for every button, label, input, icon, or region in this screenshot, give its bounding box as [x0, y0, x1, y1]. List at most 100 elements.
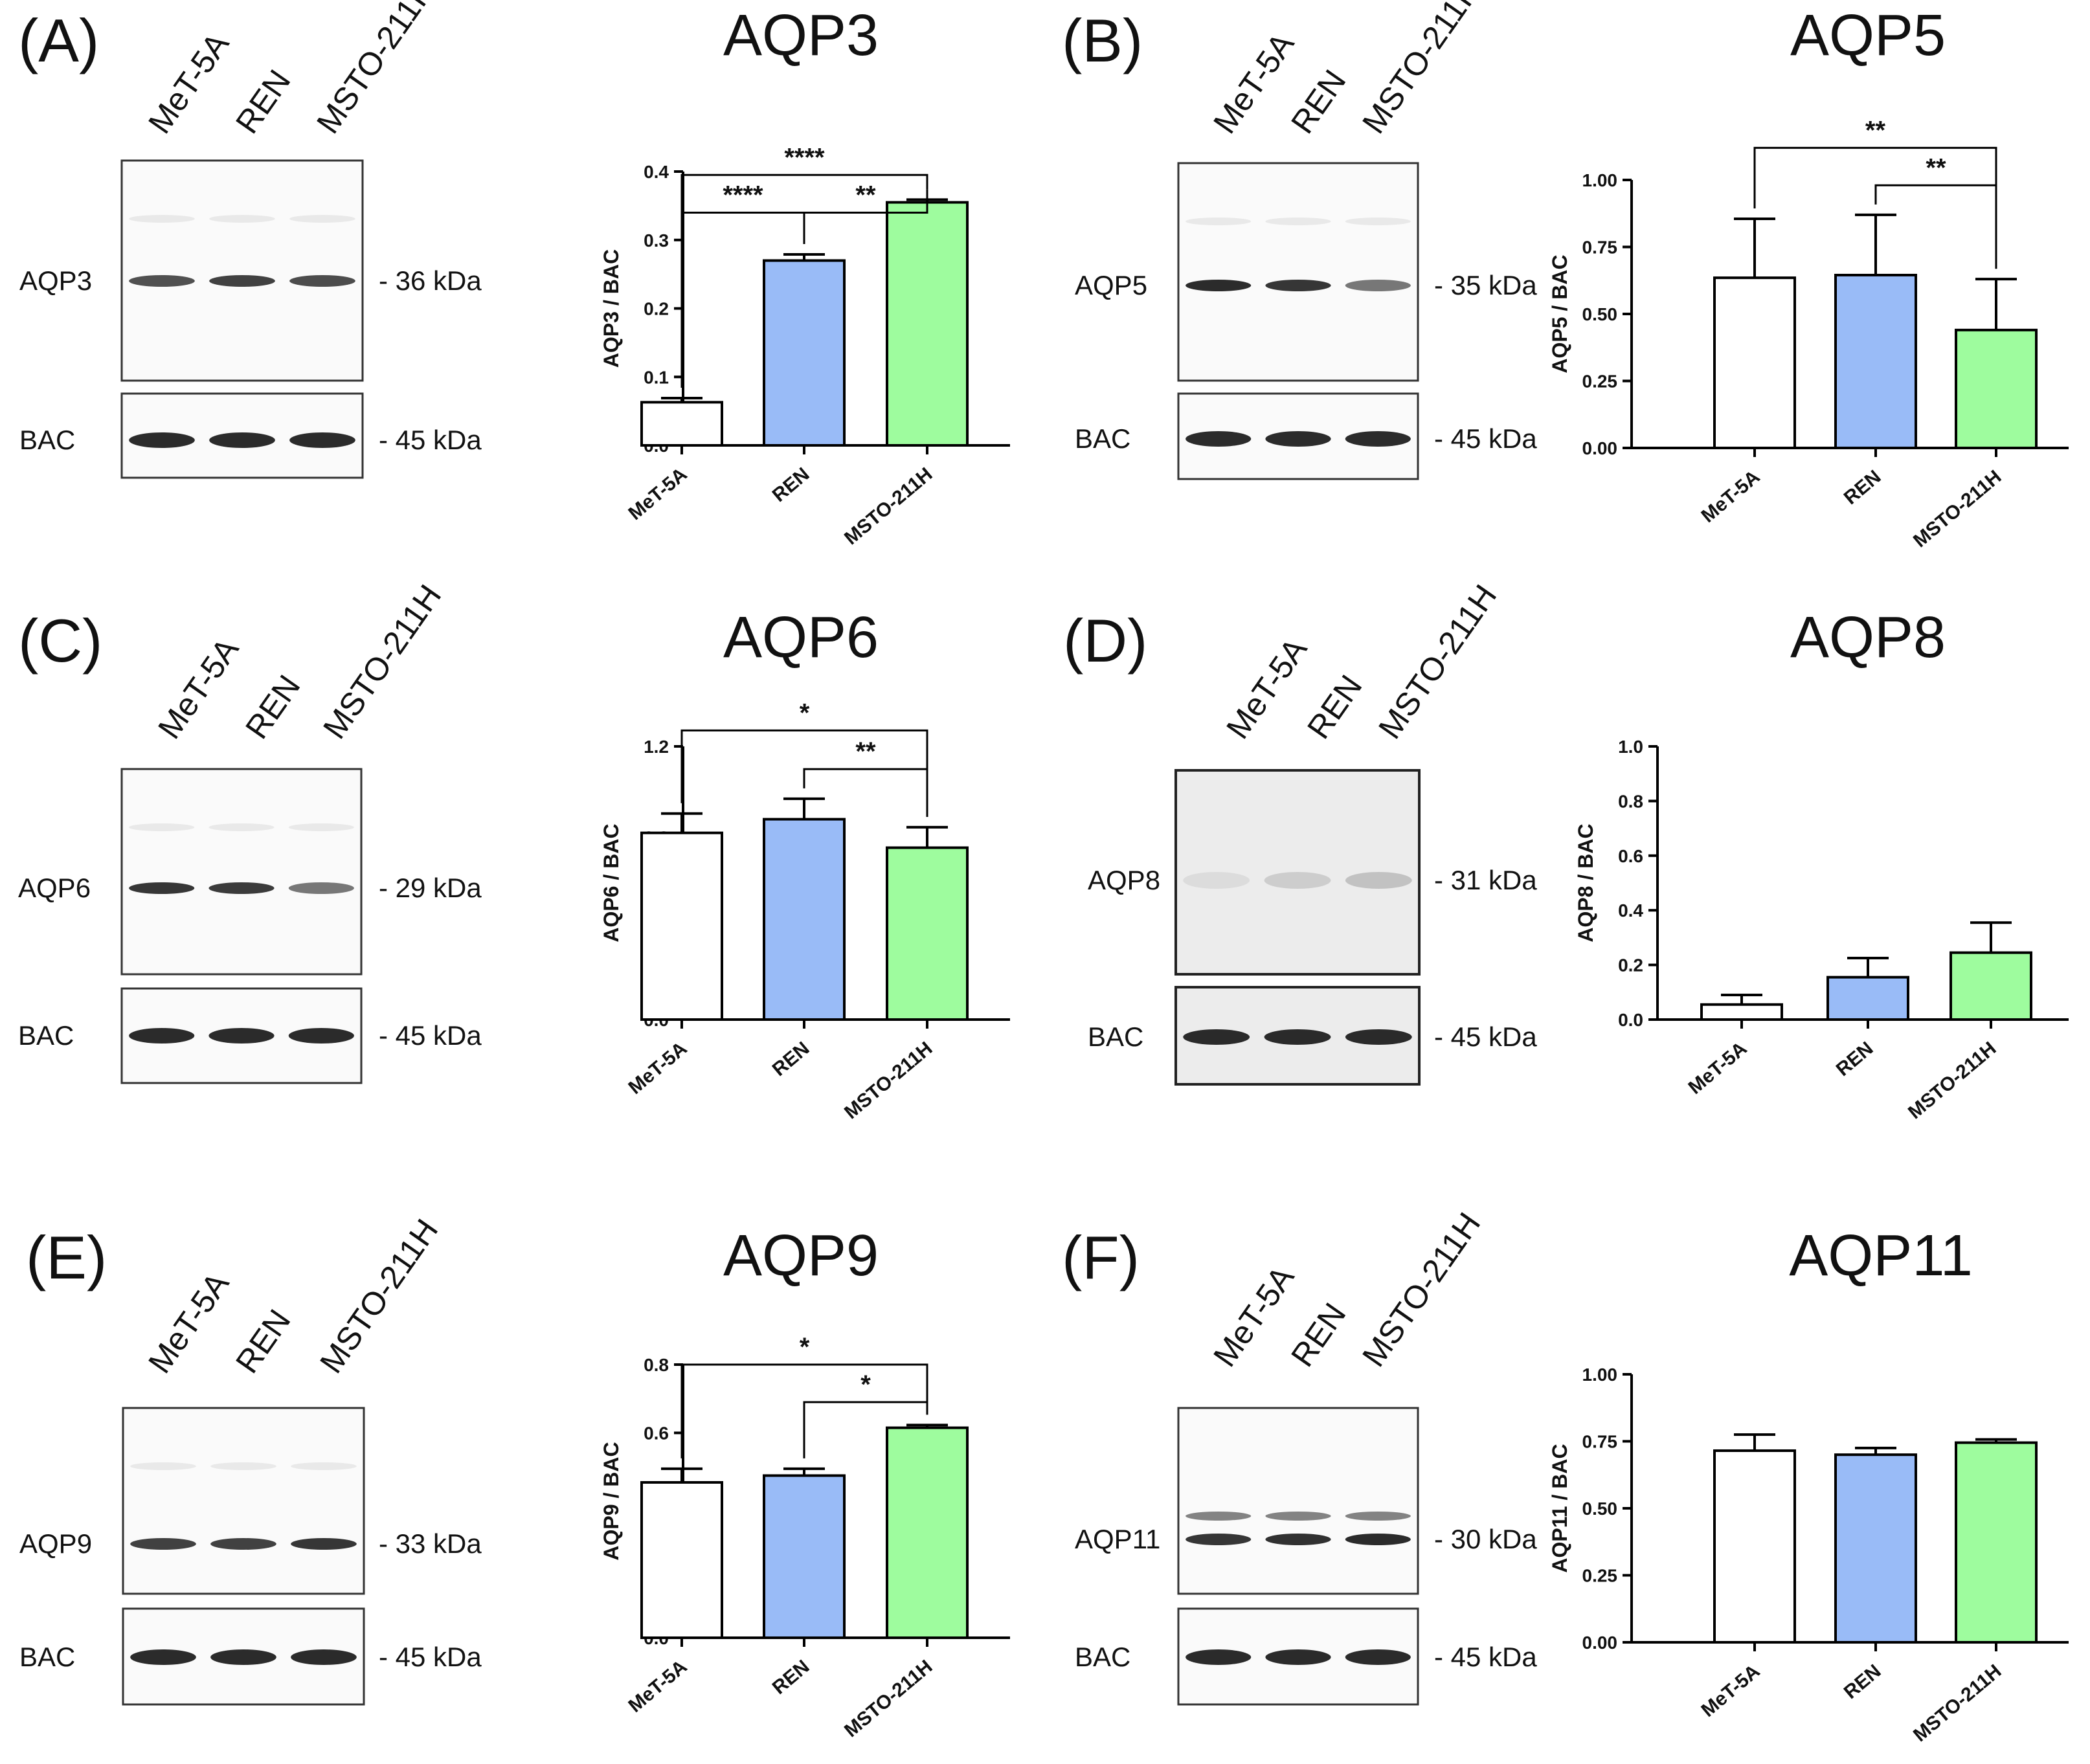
control-band — [1185, 431, 1252, 447]
y-tick-label: 1.00 — [1582, 1365, 1618, 1385]
control-label: BAC — [19, 1642, 75, 1672]
control-label: BAC — [1075, 423, 1130, 454]
significance-label: * — [860, 1370, 871, 1399]
target-blot — [120, 159, 364, 382]
significance-label: * — [800, 1333, 810, 1361]
significance-label: **** — [723, 181, 763, 209]
chart-title: AQP3 — [723, 3, 879, 68]
lane-label: MeT-5A — [141, 26, 236, 140]
target-band — [209, 275, 275, 287]
y-tick-label: 0.00 — [1582, 438, 1618, 458]
faint-band — [210, 1462, 276, 1470]
target-band — [1183, 872, 1250, 889]
bar-msto-211h — [1955, 1441, 2038, 1644]
y-tick-label: 0.2 — [1618, 955, 1643, 976]
y-tick-label: 0.2 — [644, 299, 669, 319]
faint-band — [208, 823, 275, 831]
bar-chart-aqp11: 0.00 0.25 0.50 0.75 1.00 AQP11 / BAC MeT-5A REN… — [1548, 1365, 2069, 1746]
x-tick-label: REN — [769, 1038, 814, 1080]
significance-bracket — [1874, 184, 1997, 269]
control-band — [1265, 1649, 1331, 1665]
bar-chart-aqp8: 0.0 0.2 0.4 0.6 0.8 1.0 AQP8 / BAC MeT-5A REN MST… — [1574, 737, 2069, 1123]
x-tick-label: MSTO-211H — [1909, 466, 2006, 552]
x-tick-label: MSTO-211H — [840, 463, 937, 549]
control-band — [209, 432, 275, 448]
faint-band — [291, 1462, 357, 1470]
bar-met-5a — [640, 401, 723, 447]
significance-bracket — [1753, 146, 1997, 269]
x-tick-label: REN — [1832, 1038, 1878, 1080]
faint-band — [129, 823, 195, 831]
y-axis-label: AQP5 / BAC — [1548, 254, 1571, 373]
x-tick-label: MSTO-211H — [1904, 1038, 2001, 1123]
target-kda: - 35 kDa — [1434, 270, 1537, 300]
control-label: BAC — [1075, 1642, 1130, 1672]
y-tick-label: 0.00 — [1582, 1633, 1618, 1653]
target-blot — [1177, 1407, 1419, 1595]
significance-label: **** — [784, 143, 825, 172]
control-kda: - 45 kDa — [1434, 1022, 1537, 1052]
x-tick-label: REN — [769, 463, 814, 506]
control-band — [1345, 431, 1411, 447]
control-band — [130, 1649, 196, 1665]
y-tick-label: 1.0 — [1618, 737, 1643, 757]
lane-label: MSTO-211H — [309, 0, 442, 140]
target-band — [288, 882, 354, 894]
y-tick-label: 0.4 — [1618, 900, 1643, 921]
target-kda: - 33 kDa — [379, 1528, 482, 1559]
bar-met-5a — [640, 831, 723, 1021]
target-kda: - 30 kDa — [1434, 1524, 1537, 1554]
target-band — [291, 1538, 357, 1550]
bar-ren — [1834, 1453, 1917, 1644]
significance-bracket — [803, 768, 928, 817]
target-band — [208, 882, 275, 894]
control-band — [289, 432, 355, 448]
control-band — [129, 1028, 195, 1044]
chart-title: AQP11 — [1789, 1223, 1973, 1288]
target-band — [129, 275, 195, 287]
bar-ren — [1826, 976, 1909, 1021]
lane-label: MeT-5A — [151, 631, 246, 745]
bar-ren — [763, 1474, 846, 1639]
y-tick-label: 0.25 — [1582, 372, 1618, 392]
lane-label: REN — [229, 63, 297, 140]
x-tick-label: REN — [1840, 1660, 1885, 1703]
panel-letter: (F) — [1062, 1223, 1140, 1291]
control-band — [1264, 1029, 1331, 1045]
bar-met-5a — [1713, 276, 1796, 449]
target-band — [130, 1538, 196, 1550]
target-blot — [122, 1407, 365, 1595]
x-tick-label: MeT-5A — [1685, 1038, 1751, 1099]
bar-met-5a — [1713, 1449, 1796, 1644]
control-kda: - 45 kDa — [1434, 423, 1537, 454]
y-tick-label: 0.8 — [644, 1355, 669, 1375]
target-band — [129, 882, 195, 894]
faint-band — [289, 215, 355, 223]
control-band — [291, 1649, 357, 1665]
target-band — [1345, 280, 1411, 291]
y-axis-label: AQP6 / BAC — [600, 823, 623, 942]
chart-title: AQP8 — [1790, 605, 1946, 670]
panel-letter: (E) — [26, 1223, 107, 1291]
y-tick-label: 0.50 — [1582, 1499, 1618, 1519]
lane-label: REN — [238, 669, 307, 746]
target-band — [1345, 872, 1412, 889]
significance-label: ** — [1865, 116, 1886, 144]
target-band — [1185, 1534, 1252, 1545]
control-band — [129, 432, 195, 448]
lane-label: MeT-5A — [1219, 631, 1314, 745]
bar-msto-211h — [1950, 951, 2032, 1021]
y-tick-label: 0.25 — [1582, 1566, 1618, 1586]
control-label: BAC — [1088, 1022, 1143, 1052]
significance-label: ** — [855, 181, 876, 209]
control-band — [210, 1649, 276, 1665]
target-label: AQP6 — [18, 873, 91, 903]
target-band — [1345, 1534, 1411, 1545]
x-tick-label: REN — [769, 1656, 814, 1699]
target-band-upper — [1345, 1512, 1411, 1521]
chart-title: AQP9 — [723, 1223, 879, 1288]
